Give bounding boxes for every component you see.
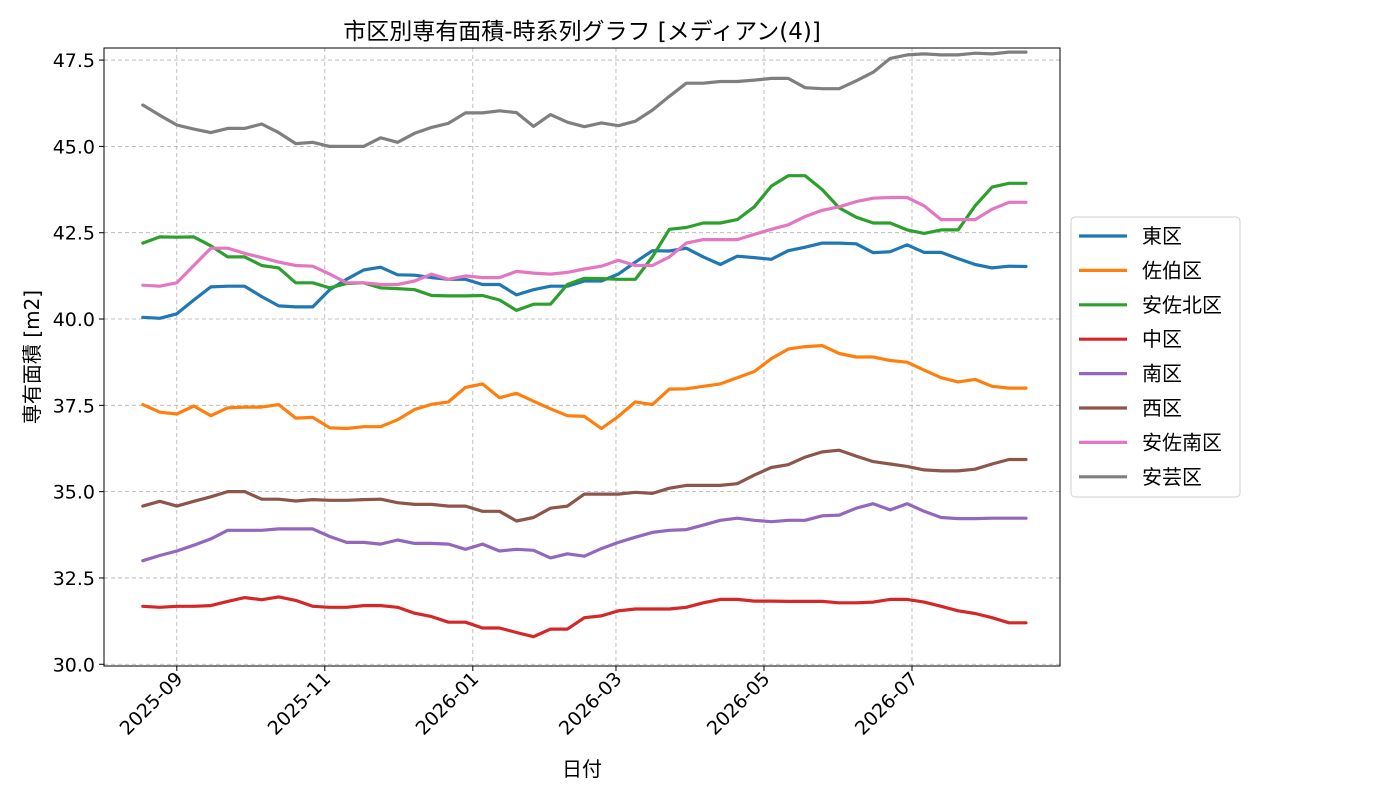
legend-label: 佐伯区 (1142, 258, 1202, 282)
series-line-1 (141, 241, 1028, 320)
y-tick-label: 47.5 (53, 50, 95, 72)
series-line-2 (141, 344, 1028, 431)
plot-frame (103, 47, 1061, 667)
x-axis-label: 日付 (562, 757, 602, 781)
legend-label: 中区 (1142, 327, 1182, 351)
legend-label: 安芸区 (1142, 465, 1202, 489)
legend-label: 東区 (1142, 224, 1182, 248)
grid (104, 48, 1060, 666)
legend-label: 安佐北区 (1142, 293, 1222, 317)
y-axis-label: 専有面積 [m2] (20, 290, 44, 424)
series-line-4 (141, 595, 1028, 639)
plot-series (141, 50, 1028, 639)
y-tick-label: 40.0 (53, 309, 95, 331)
series-line-6 (141, 448, 1028, 523)
legend-box (1070, 216, 1241, 498)
y-tick-label: 30.0 (53, 654, 95, 676)
y-axis: 30.0 32.5 35.0 37.5 40.0 42.5 45.0 47.5 (53, 50, 104, 676)
chart-title: 市区別専有面積-時系列グラフ [メディアン(4)] (343, 19, 821, 45)
legend-label: 安佐南区 (1142, 430, 1222, 454)
y-tick-label: 32.5 (53, 568, 95, 590)
y-tick-label: 42.5 (53, 223, 95, 245)
series-line-5 (141, 502, 1028, 563)
legend-label: 西区 (1142, 396, 1182, 420)
series-line-7 (141, 195, 1028, 288)
series-line-8 (141, 50, 1028, 148)
legend-label: 南区 (1142, 362, 1182, 386)
y-tick-label: 35.0 (53, 482, 95, 504)
y-tick-label: 37.5 (53, 395, 95, 417)
y-tick-label: 45.0 (53, 136, 95, 158)
series-line-3 (141, 174, 1028, 312)
